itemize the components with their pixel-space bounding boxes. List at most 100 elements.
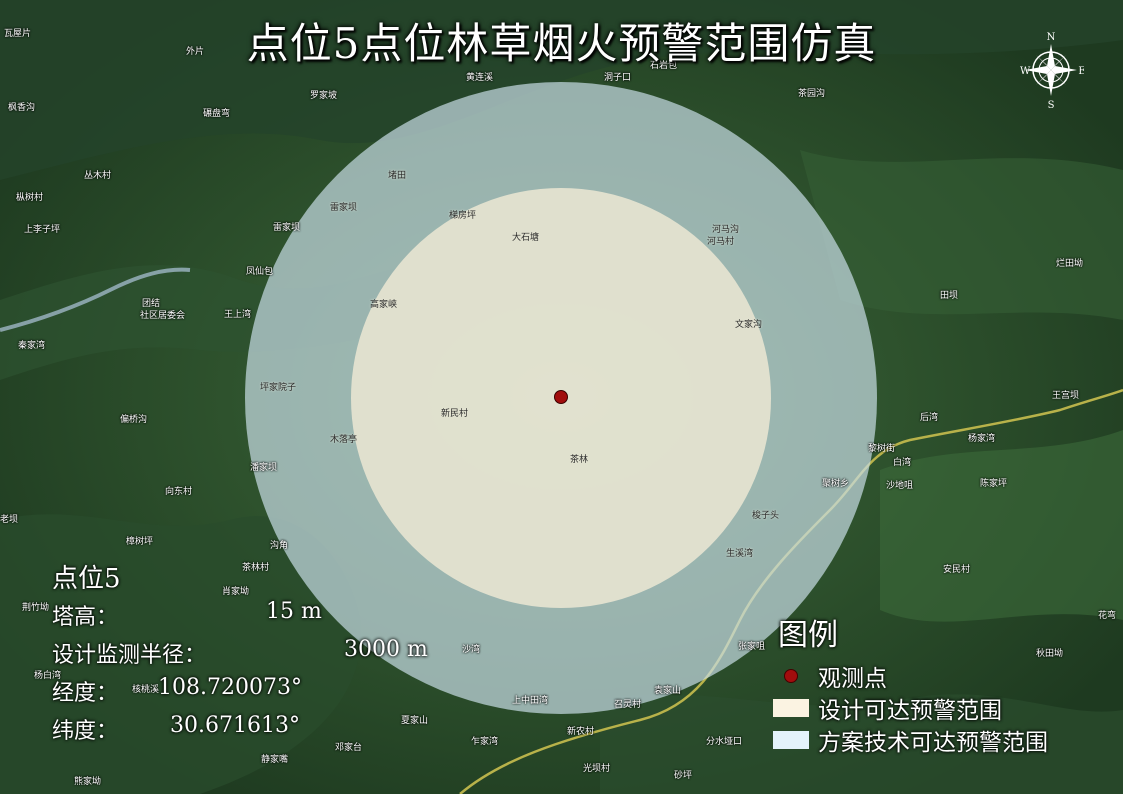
place-label: 上李子坪: [24, 225, 61, 235]
latitude-label: 纬度：: [52, 719, 119, 744]
map-title: 点位5点位林草烟火预警范围仿真: [246, 19, 877, 68]
place-label: 丛木村: [84, 171, 112, 181]
radius-value: 3000 m: [344, 637, 428, 662]
place-label: 外片: [186, 47, 205, 57]
place-label: 静家嘴: [261, 755, 289, 765]
legend: 图例 观测点 设计可达预警范围 方案技术可达预警范围: [772, 610, 1048, 756]
legend-item-label: 方案技术可达预警范围: [818, 730, 1048, 756]
place-label: 肖家坳: [222, 587, 250, 597]
place-label: 杨家湾: [968, 434, 996, 444]
tower-height-row: 塔高： 15 m: [52, 599, 322, 637]
place-label: 沙地咀: [886, 481, 914, 491]
place-label: 枫香沟: [8, 103, 36, 113]
terrain-ridge: [880, 430, 1123, 622]
terrain-ridge: [0, 0, 1123, 180]
place-label: 堵田: [388, 171, 407, 181]
place-label: 河马村: [707, 237, 735, 247]
design-zone-swatch: [772, 698, 810, 718]
place-label: 乍家湾: [471, 737, 499, 747]
place-label: 黎树街: [868, 444, 896, 454]
place-label: 雷家坝: [273, 223, 301, 233]
place-label: 黄连溪: [466, 73, 494, 83]
compass-south-label: S: [1048, 100, 1055, 110]
place-label: 茶林村: [242, 563, 270, 573]
place-label: 茶园沟: [798, 89, 826, 99]
point-name: 点位5: [52, 564, 121, 594]
place-label: 王宫坝: [1052, 391, 1080, 401]
place-label: 新民村: [441, 409, 469, 419]
place-label: 分水垭口: [706, 737, 743, 747]
latitude-row: 纬度： 30.671613°: [52, 713, 300, 751]
place-label: 秦家湾: [18, 341, 46, 351]
place-label: 河马沟: [712, 225, 740, 235]
place-label: 罗家坡: [310, 91, 338, 101]
tower-height-label: 塔高：: [52, 605, 119, 630]
place-label: 烂田坳: [1056, 259, 1084, 269]
place-label: 秋田坳: [1036, 649, 1064, 659]
legend-item-label: 观测点: [818, 666, 887, 692]
place-label: 杨白湾: [34, 671, 62, 681]
place-label: 后湾: [920, 413, 939, 423]
place-label: 陈家坪: [980, 479, 1008, 489]
point-info-panel: 点位5 塔高： 15 m 设计监测半径： 3000 m 经度： 108.7200…: [52, 558, 428, 751]
terrain-ridge: [600, 694, 1123, 794]
place-label: 偏桥沟: [120, 415, 148, 425]
tower-height-value: 15 m: [266, 599, 322, 624]
place-label: 田坝: [940, 291, 959, 301]
radius-row: 设计监测半径： 3000 m: [52, 637, 428, 675]
observation-point-marker[interactable]: [554, 390, 568, 404]
north-arrow-compass-icon: N S E W: [1020, 32, 1084, 110]
place-label: 召灵村: [614, 700, 642, 710]
place-label: 文家沟: [735, 320, 763, 330]
place-label: 坪家院子: [260, 383, 297, 393]
compass-east-label: E: [1078, 66, 1084, 77]
place-label: 花弯: [1098, 611, 1117, 621]
terrain-ridge: [800, 150, 1123, 320]
place-label: 光坝村: [583, 764, 611, 774]
place-label: 沙湾: [462, 645, 481, 655]
place-label: 夏家山: [401, 716, 429, 726]
terrain-ridge: [0, 514, 361, 794]
legend-title: 图例: [778, 618, 838, 653]
radius-label: 设计监测半径：: [52, 643, 207, 668]
place-label: 社区居委会: [140, 311, 186, 321]
place-label: 向东村: [165, 487, 193, 497]
place-label: 生溪湾: [726, 549, 754, 559]
place-label: 雷家坝: [330, 203, 358, 213]
place-label: 核桃溪: [132, 685, 160, 695]
place-label: 聚树乡: [822, 479, 850, 489]
place-label: 大石塘: [512, 233, 540, 243]
place-label: 白湾: [893, 458, 912, 468]
legend-item-observation-point: 观测点: [772, 660, 1048, 692]
place-label: 王上湾: [224, 310, 252, 320]
place-label: 熊家坳: [74, 777, 102, 787]
place-label: 石岩包: [650, 61, 678, 71]
stream: [0, 267, 191, 332]
place-label: 洞子口: [604, 73, 632, 83]
place-label: 樟树坪: [126, 537, 154, 547]
observation-point-icon: [772, 666, 810, 686]
place-label: 新农村: [567, 727, 595, 737]
place-label: 茶林: [570, 455, 589, 465]
place-label: 袁家山: [654, 686, 682, 696]
compass-north-label: N: [1047, 32, 1056, 43]
place-label: 瓦屋片: [4, 29, 32, 39]
place-label: 凤仙包: [246, 267, 274, 277]
compass-west-label: W: [1020, 66, 1031, 77]
place-label: 荆竹坳: [22, 603, 50, 613]
place-label: 张家咀: [738, 642, 766, 652]
latitude-value: 30.671613°: [170, 713, 300, 738]
place-label: 梯房坪: [449, 211, 477, 221]
legend-item-technical-zone: 方案技术可达预警范围: [772, 724, 1048, 756]
legend-item-design-zone: 设计可达预警范围: [772, 692, 1048, 724]
place-label: 安民村: [943, 565, 971, 575]
longitude-row: 经度： 108.720073°: [52, 675, 302, 713]
longitude-label: 经度：: [52, 681, 119, 706]
place-label: 梭子头: [752, 511, 780, 521]
place-label: 潘家坝: [250, 463, 278, 473]
place-label: 上中田湾: [512, 696, 549, 706]
place-label: 团结: [142, 299, 161, 309]
place-label: 老坝: [0, 515, 19, 525]
